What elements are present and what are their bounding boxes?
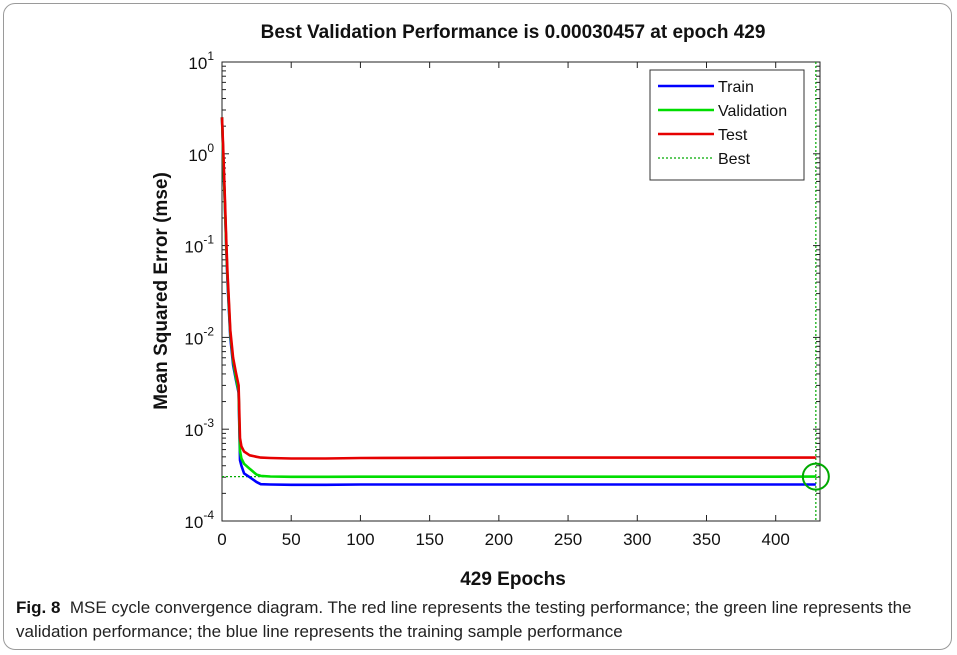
x-tick-label: 400 (762, 530, 790, 549)
y-tick-label: 10-4 (184, 508, 214, 532)
x-tick-label: 250 (554, 530, 582, 549)
x-tick-label: 0 (217, 530, 226, 549)
x-tick-label: 150 (415, 530, 443, 549)
legend-label: Best (718, 151, 751, 168)
performance-chart: Best Validation Performance is 0.0003045… (151, 22, 830, 590)
x-tick-label: 50 (282, 530, 301, 549)
y-tick-label: 100 (188, 141, 214, 165)
legend-label: Test (718, 127, 748, 144)
y-tick-label: 10-2 (184, 324, 214, 348)
y-tick-label: 10-1 (184, 233, 214, 257)
y-tick-label: 10-3 (184, 416, 214, 440)
series-line-test (220, 117, 816, 460)
figure-caption: Fig. 8 MSE cycle convergence diagram. Th… (16, 596, 916, 644)
x-tick-label: 200 (485, 530, 513, 549)
y-tick-label: 101 (188, 49, 214, 73)
legend-label: Validation (718, 103, 787, 120)
x-tick-label: 300 (623, 530, 651, 549)
caption-text: MSE cycle convergence diagram. The red l… (16, 598, 912, 641)
figure-label: Fig. 8 (16, 598, 61, 617)
y-axis-label: Mean Squared Error (mse) (151, 172, 172, 410)
x-tick-label: 350 (692, 530, 720, 549)
plot-area (221, 61, 821, 522)
x-tick-label: 100 (346, 530, 374, 549)
best-marker-circle (801, 462, 830, 491)
legend-label: Train (718, 79, 754, 96)
x-axis-label: 429 Epochs (460, 569, 566, 590)
chart-title: Best Validation Performance is 0.0003045… (261, 22, 766, 43)
legend: Train Validation Test Best (649, 69, 805, 181)
legend-box (649, 69, 805, 181)
